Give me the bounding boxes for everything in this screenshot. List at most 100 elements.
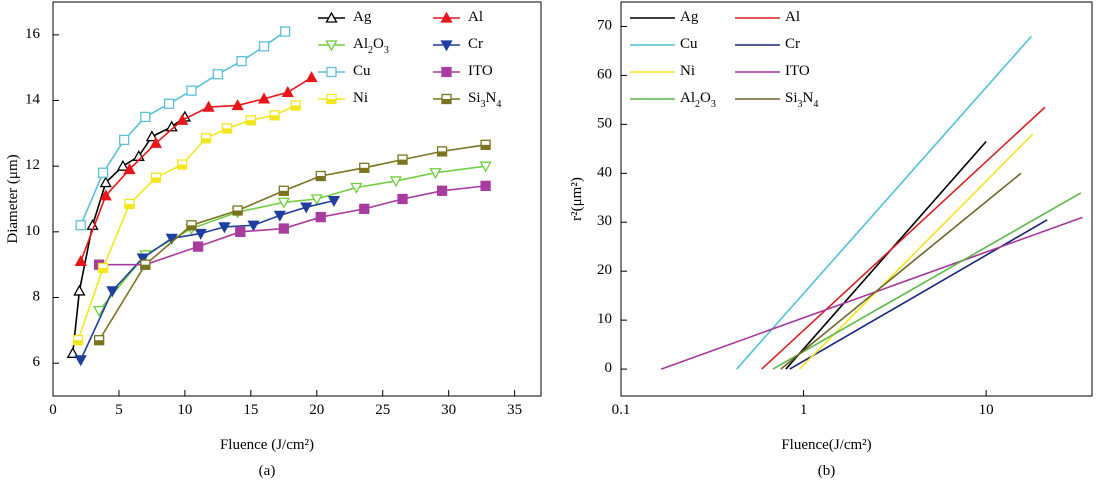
marker bbox=[136, 253, 149, 265]
x-axis-title: Fluence(J/cm²) bbox=[781, 437, 871, 453]
series-line bbox=[79, 30, 286, 226]
y-tick-label: 60 bbox=[597, 67, 612, 83]
x-axis-title: Fluence (J/cm²) bbox=[220, 437, 314, 453]
marker-fill bbox=[222, 128, 232, 133]
marker bbox=[140, 111, 151, 123]
y-tick-label: 16 bbox=[25, 26, 41, 42]
series-line bbox=[98, 165, 486, 312]
series-line bbox=[772, 192, 1082, 370]
legend-label: Cr bbox=[468, 36, 483, 52]
marker-fill bbox=[398, 159, 408, 165]
marker bbox=[236, 55, 247, 67]
marker bbox=[212, 69, 224, 80]
legend-label: Si3N4 bbox=[785, 90, 818, 109]
marker bbox=[97, 167, 109, 178]
x-tick-label: 20 bbox=[309, 402, 324, 418]
series-line bbox=[761, 106, 1046, 370]
marker bbox=[74, 255, 87, 267]
series-line bbox=[736, 35, 1033, 370]
x-tick-label: 30 bbox=[441, 402, 456, 418]
y-axis-title: r²(μm²) bbox=[569, 177, 585, 221]
marker bbox=[429, 168, 442, 180]
legend-label: Si3N4 bbox=[468, 90, 501, 109]
legend-marker bbox=[441, 66, 452, 78]
marker bbox=[218, 222, 231, 234]
caption: (a) bbox=[259, 463, 276, 479]
marker bbox=[281, 85, 294, 97]
y-tick-label: 50 bbox=[597, 116, 612, 132]
marker bbox=[315, 211, 326, 223]
marker bbox=[116, 159, 130, 171]
legend-label: Al bbox=[785, 9, 800, 25]
marker bbox=[327, 195, 341, 207]
marker bbox=[359, 203, 370, 215]
series-line bbox=[79, 76, 312, 262]
marker bbox=[479, 161, 492, 173]
x-tick-label: 0.1 bbox=[612, 402, 631, 418]
y-tick-label: 70 bbox=[597, 18, 612, 34]
marker-fill bbox=[233, 210, 243, 215]
legend-label: Cu bbox=[680, 36, 698, 52]
legend-marker bbox=[325, 11, 338, 23]
series-line bbox=[98, 144, 486, 341]
marker bbox=[186, 85, 197, 96]
x-tick-label: 35 bbox=[507, 402, 522, 418]
marker-fill bbox=[246, 120, 256, 125]
marker bbox=[66, 346, 79, 358]
marker-fill bbox=[279, 190, 289, 196]
plot-frame bbox=[620, 1, 1093, 397]
marker-fill bbox=[177, 164, 187, 170]
legend-label: Al bbox=[468, 9, 483, 25]
marker bbox=[165, 233, 178, 245]
marker bbox=[163, 98, 175, 109]
series-line bbox=[79, 199, 335, 361]
marker bbox=[176, 113, 189, 125]
x-tick-label: 10 bbox=[979, 402, 994, 418]
series-line bbox=[789, 219, 1048, 370]
y-tick-label: 10 bbox=[597, 312, 612, 328]
marker-fill bbox=[359, 167, 369, 173]
marker bbox=[279, 26, 291, 37]
marker-fill bbox=[98, 267, 108, 273]
marker bbox=[123, 163, 136, 175]
marker bbox=[106, 286, 119, 298]
legend-marker bbox=[325, 40, 338, 52]
marker-fill bbox=[186, 225, 196, 230]
caption: (b) bbox=[818, 463, 836, 479]
marker bbox=[305, 71, 318, 83]
marker bbox=[73, 284, 86, 296]
marker bbox=[192, 241, 204, 252]
legend-label: Cu bbox=[353, 63, 371, 79]
legend-label: Al2O3 bbox=[680, 90, 716, 109]
x-tick-label: 0 bbox=[49, 402, 57, 418]
y-tick-label: 12 bbox=[25, 158, 40, 174]
marker bbox=[119, 134, 130, 146]
marker-fill bbox=[73, 340, 83, 345]
x-tick-label: 25 bbox=[375, 402, 390, 418]
marker bbox=[397, 193, 408, 205]
marker-fill bbox=[442, 99, 451, 104]
series-line bbox=[77, 104, 297, 341]
x-tick-label: 15 bbox=[243, 402, 258, 418]
marker bbox=[350, 182, 363, 194]
legend-label: ITO bbox=[785, 63, 810, 79]
marker-fill bbox=[437, 151, 447, 156]
marker-fill bbox=[124, 203, 134, 209]
legend-marker bbox=[440, 11, 453, 23]
legend-label: Ni bbox=[680, 63, 695, 79]
marker-fill bbox=[94, 340, 104, 345]
marker bbox=[257, 92, 271, 104]
series-line bbox=[785, 140, 987, 370]
marker bbox=[389, 176, 403, 188]
x-tick-label: 1 bbox=[800, 402, 808, 418]
y-tick-label: 20 bbox=[597, 263, 612, 279]
y-tick-label: 10 bbox=[25, 223, 40, 239]
marker bbox=[74, 355, 87, 367]
marker bbox=[99, 176, 112, 188]
marker bbox=[194, 228, 207, 240]
marker bbox=[202, 100, 215, 112]
legend-label: Ni bbox=[353, 90, 368, 106]
marker-fill bbox=[327, 99, 336, 104]
marker-fill bbox=[481, 144, 491, 150]
marker bbox=[231, 99, 244, 111]
